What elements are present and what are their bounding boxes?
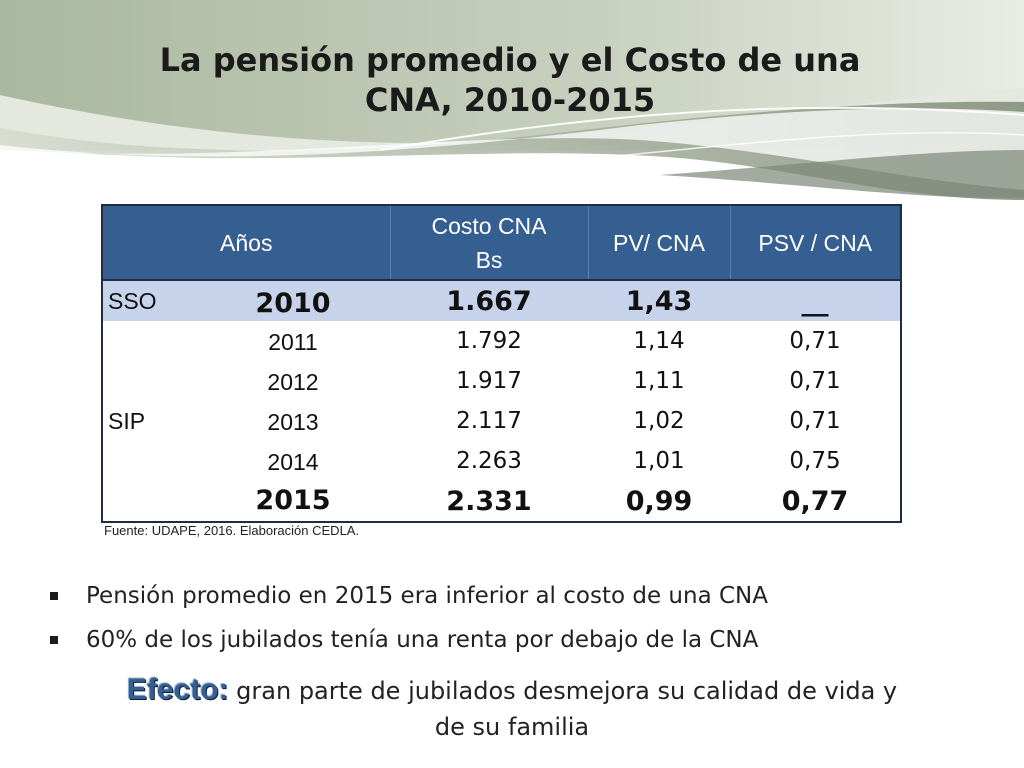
list-item: Pensión promedio en 2015 era inferior al… [48,574,768,618]
table-row: 2015 2.331 0,99 0,77 [102,481,901,522]
year-value: 2013 [267,409,319,435]
table-row: 2012 1.917 1,11 0,71 [102,361,901,401]
table-row: 2014 2.263 1,01 0,75 [102,441,901,481]
cost-cna-value: 2.331 [446,485,532,517]
pv-cna-value: 1,14 [633,328,685,354]
pv-cna-value: 1,43 [588,280,730,321]
psv-cna-value: __ [730,280,901,321]
slide-title-line2: CNA, 2010-2015 [364,81,656,119]
pv-cna-value: 1,01 [633,448,685,474]
square-bullet-icon [50,636,58,644]
effect-keyword: Efecto: [126,673,229,706]
row-year-cell: 2015 [102,481,390,522]
effect-statement: Efecto: gran parte de jubilados desmejor… [40,672,984,745]
list-item: 60% de los jubilados tenía una renta por… [48,618,768,662]
header-psv-cna: PSV / CNA [729,204,902,281]
header-cost-cna-unit: Bs [475,246,503,273]
cost-cna-value: 1.667 [390,280,588,321]
table-row: 2011 1.792 1,14 0,71 [102,321,901,361]
psv-cna-value: 0,71 [789,328,841,354]
year-value: 2015 [255,485,331,516]
pension-cost-table: Años Costo CNA Bs PV/ CNA PSV / CNA SSO … [101,204,902,523]
header-cost-cna: Costo CNA Bs [389,204,589,281]
row-year-cell: 2014 [102,441,390,481]
slide-title-line1: La pensión promedio y el Costo de una [159,41,861,79]
header-cost-cna-label: Costo CNA [431,212,547,239]
psv-cna-value: 0,71 [789,408,841,434]
year-value: 2010 [255,287,331,319]
row-year-cell: 2011 [102,321,390,361]
pv-cna-value: 1,11 [633,368,685,394]
table-row: SSO 2010 1.667 1,43 __ [102,280,901,321]
header-pv-cna: PV/ CNA [587,204,731,281]
year-value: 2011 [268,329,318,355]
year-value: 2012 [267,369,319,395]
cost-cna-value: 1.792 [456,328,522,354]
group-label-sso: SSO [108,287,157,314]
effect-text-line1: gran parte de jubilados desmejora su cal… [228,677,898,705]
psv-cna-value: 0,75 [789,448,841,474]
effect-text-line2: de su familia [434,713,590,741]
header-years: Años [101,204,391,281]
cost-cna-value: 2.263 [456,448,522,474]
table-source-note: Fuente: UDAPE, 2016. Elaboración CEDLA. [104,523,360,538]
table-header-row: Años Costo CNA Bs PV/ CNA PSV / CNA [101,204,902,281]
psv-cna-value: 0,77 [781,485,849,517]
table-row: SIP 2013 2.117 1,02 0,71 [102,401,901,441]
row-year-cell: SSO 2010 [102,280,390,321]
cost-cna-value: 2.117 [456,408,522,434]
year-value: 2014 [267,449,319,475]
bullet-list: Pensión promedio en 2015 era inferior al… [48,574,768,662]
group-label-sip: SIP [108,407,146,434]
row-year-cell: 2012 [102,361,390,401]
cost-cna-value: 1.917 [456,368,522,394]
bullet-text: 60% de los jubilados tenía una renta por… [86,627,759,653]
slide-title: La pensión promedio y el Costo de una CN… [100,40,920,120]
pv-cna-value: 0,99 [625,485,693,517]
pv-cna-value: 1,02 [633,408,685,434]
effect-line1: Efecto: gran parte de jubilados desmejor… [40,672,984,709]
bullet-text: Pensión promedio en 2015 era inferior al… [86,583,768,609]
psv-cna-value: 0,71 [789,368,841,394]
square-bullet-icon [50,592,58,600]
row-year-cell: SIP 2013 [102,401,390,441]
